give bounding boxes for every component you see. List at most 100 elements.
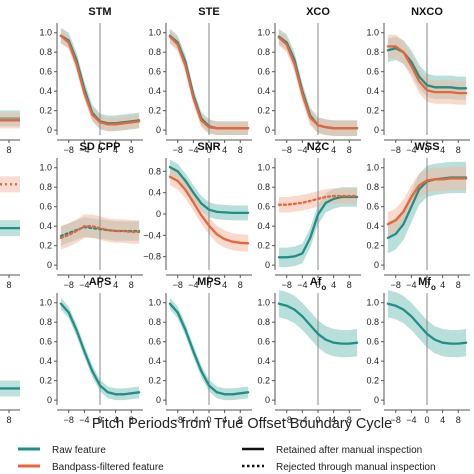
panel-stm: STM 0 0.2 0.4 0.6 0.8 1.0 −8 −4 0 4 8 (39, 6, 143, 155)
panel-title: STM (88, 6, 111, 18)
x-tick-label: −8 (64, 415, 74, 425)
y-tick-label: 0.6 (39, 202, 52, 212)
y-tick-label: 0.8 (366, 182, 379, 192)
x-tick-label: 4 (331, 415, 336, 425)
raw-confidence-band (278, 187, 358, 268)
y-tick-label: 0.8 (148, 166, 161, 176)
x-tick-label: −4 (406, 415, 416, 425)
y-tick-label: 0 (374, 260, 379, 270)
cropped-x-tick-label: 8 (6, 145, 11, 155)
x-tick-label: 4 (440, 415, 445, 425)
y-tick-label: 0.6 (257, 202, 270, 212)
panel-title-main: XCO (306, 6, 330, 18)
y-tick-label: 1.0 (39, 298, 52, 308)
x-tick-label: 0 (206, 415, 211, 425)
y-tick-label: 0 (265, 260, 270, 270)
y-tick-label: 0.2 (366, 106, 379, 116)
x-tick-label: 0 (97, 415, 102, 425)
y-tick-label: 1.0 (257, 28, 270, 38)
x-tick-label: −8 (391, 415, 401, 425)
bandpass-series-line (277, 36, 359, 130)
y-tick-label: 0.8 (257, 47, 270, 57)
raw-series-line (168, 165, 250, 215)
y-tick-label: 1.0 (366, 298, 379, 308)
y-tick-label: 0.2 (257, 241, 270, 251)
x-tick-label: 8 (456, 145, 461, 155)
y-tick-label: 0.6 (39, 67, 52, 77)
panel-title: MPS (197, 276, 221, 288)
x-tick-label: −4 (406, 145, 416, 155)
x-tick-label: 4 (331, 280, 336, 290)
x-tick-label: 8 (129, 415, 134, 425)
raw-series-line (59, 302, 141, 396)
y-tick-label: 0.6 (39, 337, 52, 347)
panel-nxco: NXCO 0 0.2 0.4 0.6 0.8 1.0 −8 −4 0 4 8 (366, 6, 470, 155)
panel-title-main: NXCO (411, 6, 443, 18)
x-tick-label: 0 (97, 280, 102, 290)
x-tick-label: 8 (347, 280, 352, 290)
x-tick-label: −4 (79, 415, 89, 425)
y-tick-label: 0.2 (257, 106, 270, 116)
y-tick-label: 0.4 (39, 356, 52, 366)
y-tick-label: 0.4 (366, 356, 379, 366)
x-tick-label: 8 (347, 145, 352, 155)
raw-series-line (277, 302, 359, 345)
cropped-x-tick-label: 8 (6, 280, 11, 290)
y-tick-label: 0.4 (257, 356, 270, 366)
x-tick-label: 4 (440, 145, 445, 155)
x-tick-label: −4 (79, 280, 89, 290)
y-tick-label: 0 (47, 125, 52, 135)
y-tick-label: 0 (156, 125, 161, 135)
y-tick-label: 1.0 (39, 163, 52, 173)
x-tick-label: 4 (440, 280, 445, 290)
x-tick-label: −8 (391, 280, 401, 290)
y-tick-label: 1.0 (366, 28, 379, 38)
panel-grid: STM 0 0.2 0.4 0.6 0.8 1.0 −8 −4 0 4 8 STE 0 0.2 0.4 0.6 0… (39, 6, 470, 425)
x-tick-label: −4 (79, 145, 89, 155)
y-tick-label: 1.0 (257, 298, 270, 308)
bandpass-series-line (59, 225, 141, 240)
y-tick-label: 0.4 (39, 221, 52, 231)
y-tick-label: 0.6 (257, 67, 270, 77)
y-tick-label: 0.6 (148, 337, 161, 347)
panel-title: APS (89, 276, 112, 288)
y-tick-label: 0.8 (366, 47, 379, 57)
y-tick-label: 0.4 (257, 86, 270, 96)
y-tick-label: 0.8 (39, 317, 52, 327)
y-tick-label: 0.6 (148, 67, 161, 77)
x-tick-label: −4 (297, 280, 307, 290)
y-tick-label: 0.8 (39, 182, 52, 192)
y-tick-label: 0.8 (257, 182, 270, 192)
x-tick-label: −8 (173, 280, 183, 290)
y-tick-label: 0 (265, 125, 270, 135)
y-tick-label: 0.6 (366, 202, 379, 212)
y-tick-label: 0.8 (39, 47, 52, 57)
x-tick-label: 0 (315, 415, 320, 425)
panel-title-main: NZC (307, 141, 330, 153)
raw-series-line (386, 302, 468, 345)
x-tick-label: 0 (424, 280, 429, 290)
panel-title: STE (198, 6, 219, 18)
y-tick-label: 0.2 (39, 376, 52, 386)
x-tick-label: 8 (129, 280, 134, 290)
x-tick-label: −8 (282, 280, 292, 290)
y-tick-label: 0.6 (366, 67, 379, 77)
panel-title: XCO (306, 6, 330, 18)
panel-title: NXCO (411, 6, 443, 18)
panel-title: WSS (414, 141, 439, 153)
x-tick-label: 4 (113, 145, 118, 155)
y-tick-label: 0.6 (257, 337, 270, 347)
x-tick-label: −8 (64, 280, 74, 290)
y-tick-label: 0 (47, 260, 52, 270)
y-tick-label: 1.0 (366, 163, 379, 173)
x-tick-label: 8 (456, 415, 461, 425)
panel-title-main: STE (198, 6, 219, 18)
x-tick-label: −4 (188, 280, 198, 290)
y-tick-label: 1.0 (257, 163, 270, 173)
legend-raw-label: Raw feature (52, 445, 106, 456)
x-tick-label: 8 (347, 415, 352, 425)
